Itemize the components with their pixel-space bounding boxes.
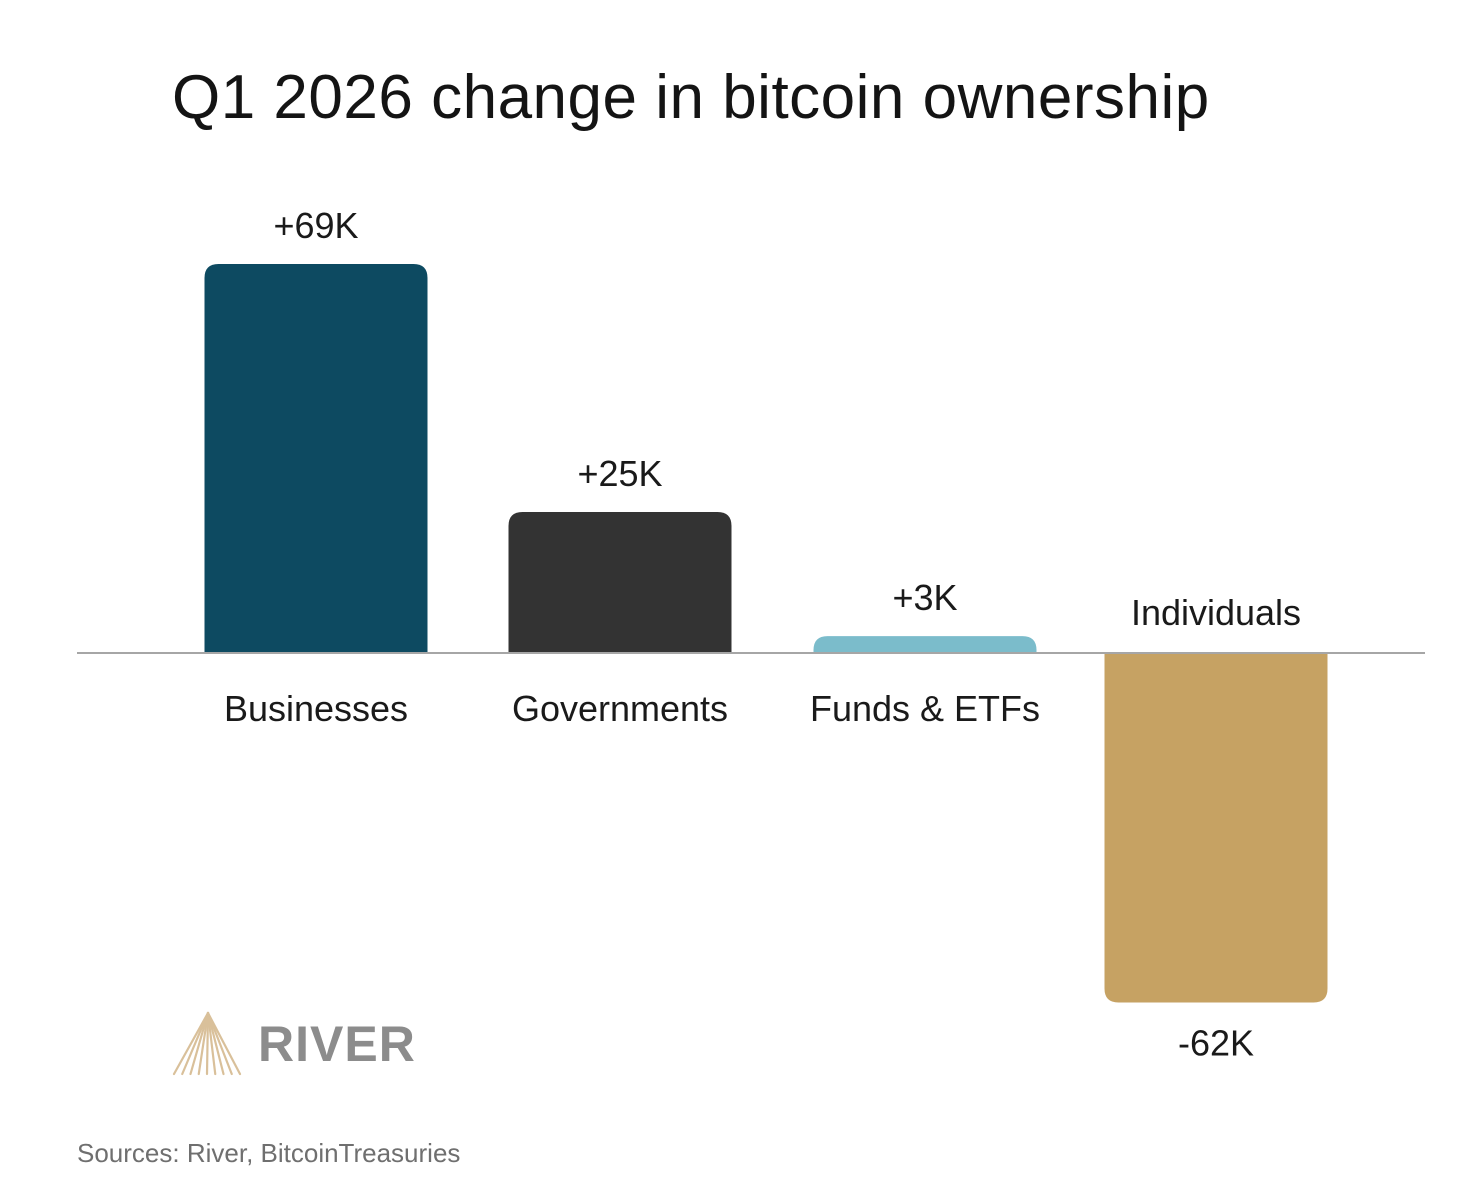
river-logo-text: RIVER bbox=[258, 1016, 416, 1072]
bars-layer bbox=[204, 264, 1328, 1003]
bar-funds-etfs bbox=[813, 636, 1037, 653]
value-label-individuals: -62K bbox=[1178, 1023, 1254, 1064]
river-logo-icon bbox=[172, 1011, 242, 1076]
category-label-funds-etfs: Funds & ETFs bbox=[810, 688, 1040, 729]
logo-ray bbox=[205, 1011, 210, 1076]
logo-ray bbox=[206, 1011, 233, 1076]
logo-ray bbox=[197, 1011, 210, 1076]
value-label-businesses: +69K bbox=[273, 205, 358, 246]
logo-rays bbox=[172, 1011, 242, 1076]
category-label-individuals: Individuals bbox=[1131, 592, 1301, 633]
logo-ray bbox=[172, 1011, 210, 1076]
chart-title: Q1 2026 change in bitcoin ownership bbox=[172, 63, 1210, 132]
bar-individuals bbox=[1104, 653, 1328, 1003]
logo-ray bbox=[206, 1011, 242, 1076]
value-label-governments: +25K bbox=[577, 453, 662, 494]
category-label-governments: Governments bbox=[512, 688, 728, 729]
labels-layer: +69K Businesses +25K Governments +3K Funds & … bbox=[224, 205, 1301, 1064]
logo-ray bbox=[189, 1011, 210, 1076]
bar-governments bbox=[508, 512, 732, 653]
category-label-businesses: Businesses bbox=[224, 688, 408, 729]
sources-note: Sources: River, BitcoinTreasuries bbox=[77, 1138, 461, 1168]
river-logo: RIVER bbox=[172, 1010, 452, 1080]
value-label-funds-etfs: +3K bbox=[892, 577, 957, 618]
logo-ray bbox=[206, 1011, 217, 1076]
bar-businesses bbox=[204, 264, 428, 653]
logo-ray bbox=[206, 1011, 225, 1076]
logo-ray bbox=[181, 1011, 210, 1076]
